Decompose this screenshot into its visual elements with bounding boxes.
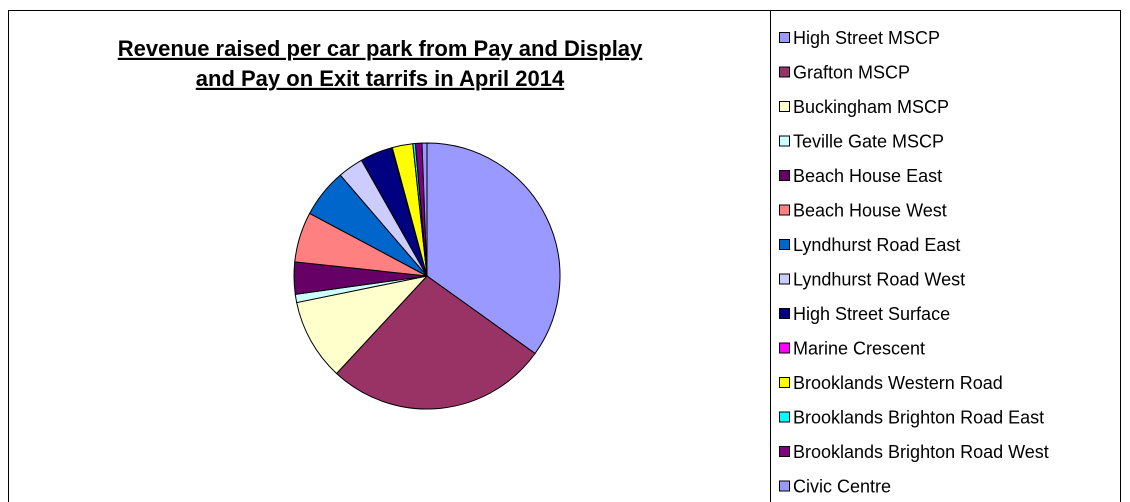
- legend-swatch: [779, 480, 790, 492]
- legend-label: Brooklands Western Road: [793, 373, 1003, 393]
- pie-slice: [421, 142, 428, 277]
- legend-swatch: [779, 32, 790, 43]
- legend-swatch: [779, 273, 790, 285]
- legend-label: Brooklands Brighton Road East: [793, 407, 1044, 427]
- chart-title: Revenue raised per car park from Pay and…: [118, 36, 643, 61]
- pie-slice: [296, 275, 429, 375]
- legend-label: Grafton MSCP: [793, 62, 910, 82]
- legend-swatch: [779, 135, 790, 147]
- legend-label: Buckingham MSCP: [793, 97, 949, 117]
- legend-label: Beach House West: [793, 200, 947, 220]
- legend-swatch: [779, 377, 790, 388]
- legend-label: High Street MSCP: [793, 28, 940, 48]
- legend-swatch: [779, 239, 790, 250]
- legend-label: Brooklands Brighton Road West: [793, 442, 1049, 462]
- legend-swatch: [779, 170, 790, 181]
- legend-label: Lyndhurst Road East: [793, 235, 960, 255]
- chart-title: and Pay on Exit tarrifs in April 2014: [196, 66, 565, 91]
- legend-label: Civic Centre: [793, 476, 891, 496]
- legend-box: [770, 10, 1121, 502]
- legend-swatch: [779, 411, 790, 423]
- legend-swatch: [779, 342, 790, 354]
- legend-label: Lyndhurst Road West: [793, 269, 965, 289]
- legend-swatch: [779, 66, 790, 78]
- legend-label: Teville Gate MSCP: [793, 131, 944, 151]
- legend-swatch: [779, 101, 790, 112]
- legend-label: Beach House East: [793, 166, 942, 186]
- legend-swatch: [779, 204, 790, 216]
- pie-slice: [335, 275, 536, 410]
- pie-slice: [426, 142, 561, 355]
- legend-label: High Street Surface: [793, 304, 950, 324]
- legend-swatch: [779, 308, 790, 319]
- legend-label: Marine Crescent: [793, 338, 925, 358]
- legend-swatch: [779, 446, 790, 457]
